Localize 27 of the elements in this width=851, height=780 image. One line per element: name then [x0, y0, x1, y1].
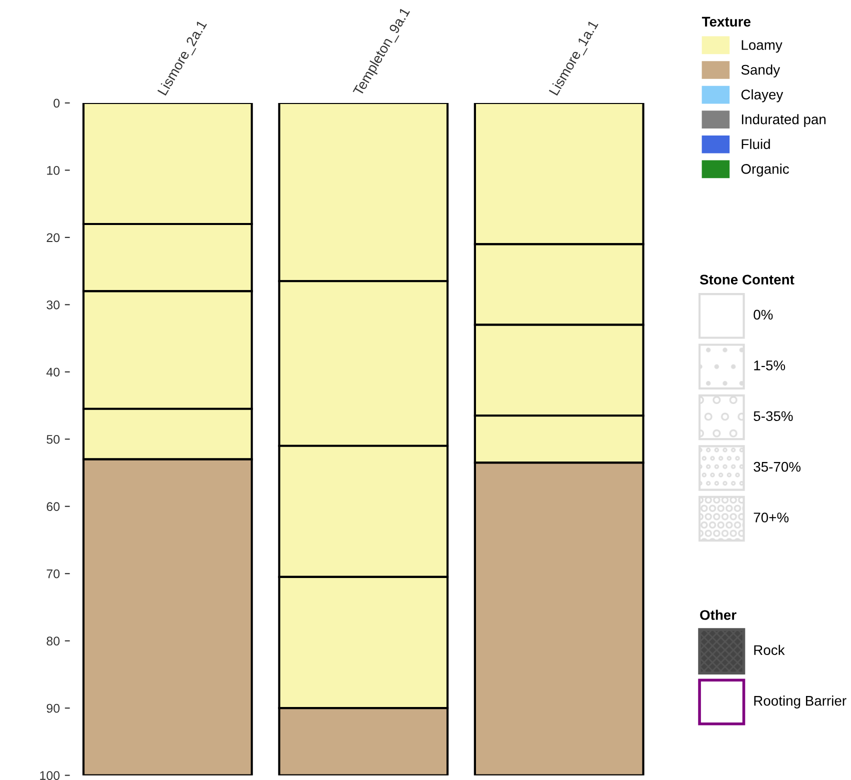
y-tick-label: 80 — [46, 636, 60, 646]
y-tick-label: 40 — [46, 368, 60, 377]
y-tick-label: 70 — [46, 569, 60, 578]
legend-label: Clayey — [741, 89, 784, 102]
y-tick-label: 50 — [46, 434, 60, 444]
text: Rock — [754, 644, 785, 656]
y-tick-label: 10 — [47, 166, 60, 175]
legend-title: Texture — [702, 16, 750, 27]
legend-label: Sandy — [741, 64, 780, 78]
legend-label: Organic — [741, 164, 789, 177]
legend-label: Indurated pan — [742, 114, 826, 128]
text: 0% — [754, 310, 773, 320]
legend-label: Fluid — [742, 138, 770, 150]
y-tick-label: 20 — [46, 233, 60, 242]
y-tick-label: 30 — [46, 300, 60, 310]
text: 35-70% — [754, 462, 801, 472]
y-tick-label: 60 — [46, 502, 60, 512]
y-tick-label: 100 — [40, 771, 60, 780]
y-tick-label: 0 — [54, 98, 60, 108]
text: Other — [700, 610, 736, 620]
text: 1-5% — [754, 360, 786, 370]
y-tick-label: 90 — [46, 704, 60, 713]
text: 5-35% — [754, 411, 793, 422]
text: 70+% — [754, 512, 789, 522]
text: Stone Content — [700, 274, 794, 285]
legend-label: Loamy — [742, 40, 782, 53]
text: Rooting Barrier — [754, 696, 846, 708]
